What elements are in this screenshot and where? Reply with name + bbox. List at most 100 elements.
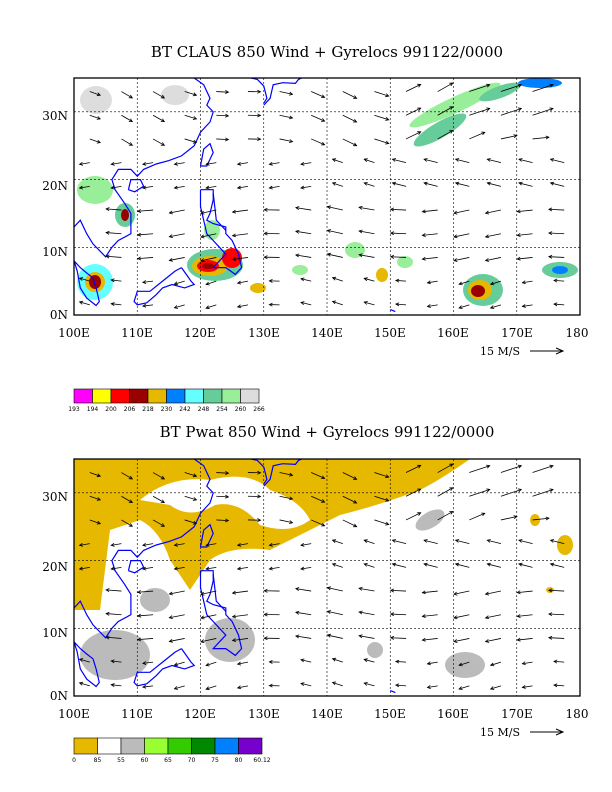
reference-vector-label: 15 M/S — [480, 726, 520, 739]
wind-vector-head — [486, 158, 491, 162]
wind-vector — [200, 233, 217, 238]
lat-tick-label: 30N — [42, 109, 68, 123]
wind-vector-head — [236, 280, 242, 285]
wind-vector — [232, 257, 248, 260]
coastline — [73, 458, 214, 639]
wind-vector — [205, 661, 217, 666]
colorbar-label: 60.12 — [253, 757, 270, 764]
wind-vector — [332, 682, 343, 687]
wind-vector — [142, 304, 154, 307]
coastline — [127, 179, 145, 193]
lon-axis-1: 100E 110E 120E 130E 140E 150E 160E 170E … — [58, 326, 588, 340]
wind-vector-head — [173, 185, 178, 190]
wind-vector — [332, 182, 343, 187]
wind-vector-head — [417, 512, 422, 516]
colorbar-claus: 193 194 200 206 218 230 242 248 254 260 266 — [68, 388, 265, 413]
coastline — [73, 641, 100, 688]
wind-vector — [216, 138, 229, 141]
panel-2-frame — [73, 458, 581, 697]
lat-axis-1: 0N 10N 20N 30N — [42, 109, 68, 322]
wind-vector-head — [458, 686, 463, 690]
wind-vector — [300, 185, 312, 189]
wind-vector — [184, 91, 197, 96]
wind-vector — [374, 91, 389, 97]
wind-vector — [142, 543, 154, 546]
wind-vector-head — [173, 566, 178, 571]
wind-vector-head — [231, 590, 237, 595]
wind-vector-head — [205, 542, 210, 547]
wind-vector-head — [160, 118, 166, 123]
wind-vector — [458, 304, 470, 309]
wind-vector — [279, 114, 293, 119]
coastline — [263, 458, 302, 487]
wind-vector-head — [453, 258, 458, 262]
wind-vector — [422, 614, 438, 617]
wind-vector — [311, 472, 325, 479]
coastline — [199, 142, 214, 167]
wind-vector — [342, 495, 357, 504]
wind-vector-head — [142, 684, 147, 689]
wind-vector — [295, 611, 312, 616]
wind-vector-head — [225, 518, 230, 523]
colorbar-label: 254 — [216, 406, 228, 413]
wind-vector — [422, 638, 438, 641]
wind-vector — [395, 280, 407, 282]
wind-vector — [390, 613, 407, 616]
wind-vector — [232, 638, 248, 641]
wind-vector-head — [168, 591, 173, 596]
wind-vector — [200, 209, 217, 214]
wind-vector — [169, 614, 185, 619]
wind-vector-head — [417, 131, 422, 135]
wind-vector — [79, 277, 90, 282]
wind-vector — [485, 233, 502, 238]
wind-vector-head — [142, 661, 147, 665]
wind-vector — [79, 658, 90, 663]
wind-vector-head — [363, 563, 368, 567]
wind-vector — [106, 208, 122, 211]
wind-vector-head — [417, 83, 422, 88]
wind-vector — [327, 229, 343, 235]
wind-vector — [121, 519, 133, 527]
wind-vector-head — [160, 142, 166, 146]
wind-vector — [359, 635, 375, 639]
wind-vector — [142, 661, 154, 664]
wind-vector-head — [516, 590, 521, 595]
colorbar-label: 266 — [253, 406, 265, 413]
wind-vector-head — [192, 520, 198, 525]
wind-vector — [311, 114, 325, 122]
wind-vector-head — [110, 302, 115, 306]
wind-vector-head — [268, 302, 273, 307]
wind-vector-head — [205, 185, 210, 190]
wind-vector — [232, 590, 248, 594]
wind-vector-head — [231, 614, 237, 619]
wind-vector — [423, 563, 438, 568]
wind-vector — [364, 539, 375, 545]
wind-vector — [342, 472, 357, 480]
wind-vector — [550, 158, 565, 164]
wind-vector — [237, 661, 249, 665]
wind-vector-head — [331, 158, 337, 162]
wind-vector — [548, 637, 565, 639]
wind-vector-head — [421, 590, 426, 595]
wind-vector-head — [205, 686, 210, 691]
wind-vector — [500, 516, 517, 521]
wind-vector-head — [517, 488, 523, 493]
wind-vector-head — [423, 562, 428, 567]
wind-vector-head — [331, 563, 337, 567]
wind-vector — [174, 304, 185, 309]
wind-vector — [216, 472, 229, 474]
wind-vector-head — [173, 305, 178, 309]
wind-vector — [405, 465, 421, 473]
lon-tick-label: 140E — [311, 326, 343, 340]
wind-vector-head — [105, 230, 110, 235]
wind-vector — [106, 255, 122, 258]
wind-vector-head — [449, 463, 454, 468]
wind-vector-head — [200, 234, 205, 239]
wind-vector — [453, 638, 470, 643]
wind-vector-head — [358, 229, 363, 234]
overlay-panel-2 — [73, 458, 580, 696]
wind-vector-head — [168, 615, 173, 620]
wind-vector-head — [395, 302, 400, 307]
wind-vector-head — [549, 562, 555, 567]
wind-vector — [174, 185, 185, 189]
